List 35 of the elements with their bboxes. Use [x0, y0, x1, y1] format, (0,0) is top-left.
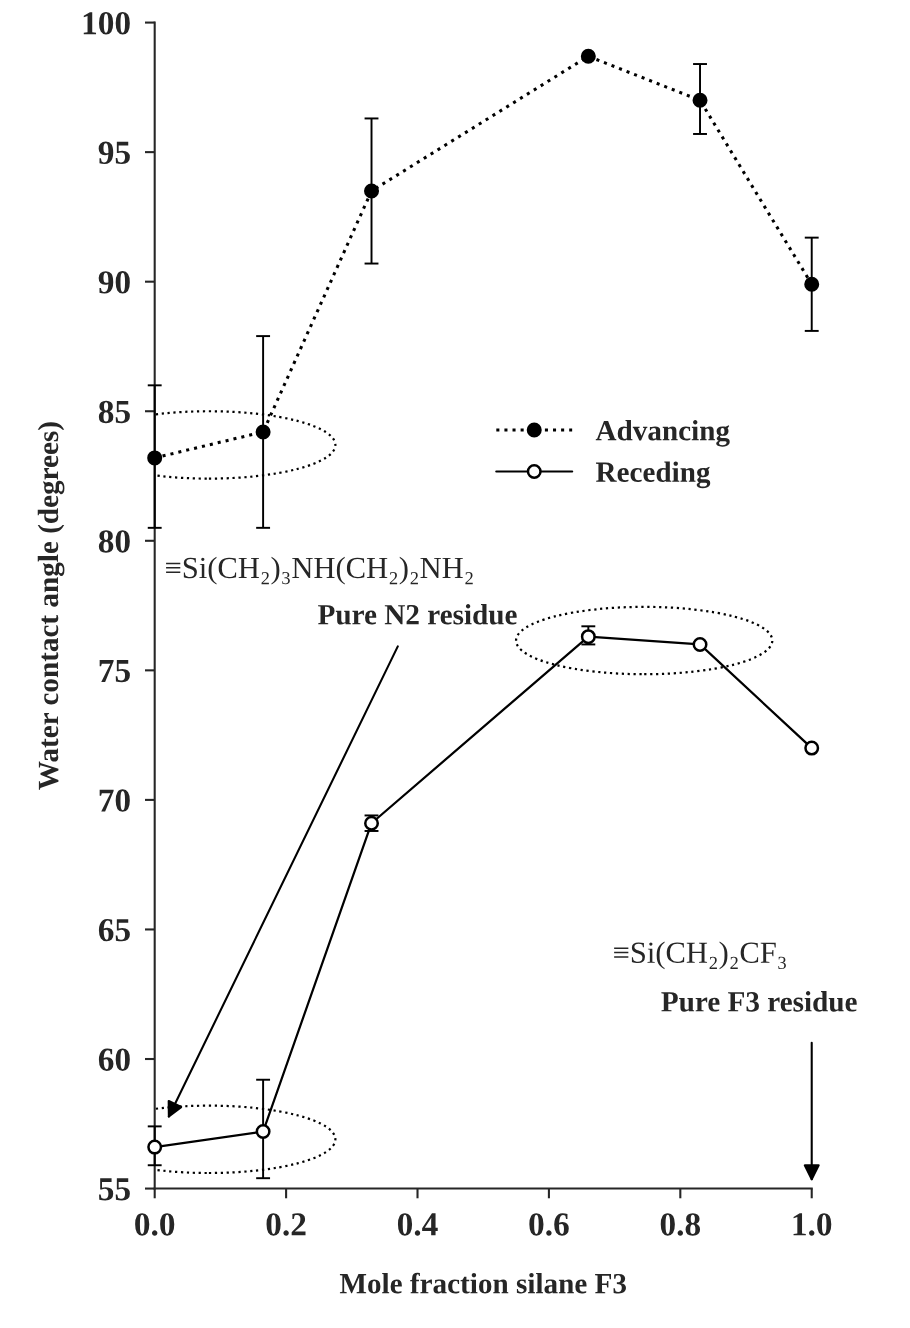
- legend-label: Receding: [595, 461, 711, 489]
- x-tick-label: 0.8: [660, 1213, 701, 1236]
- y-tick-label: 65: [98, 918, 130, 942]
- y-tick-label: 55: [99, 1178, 130, 1201]
- point: [580, 48, 596, 64]
- annotation: Pure N2 residue: [318, 604, 517, 625]
- point: [255, 1124, 271, 1140]
- x-tick-label: 1.0: [793, 1213, 832, 1236]
- y-axis-title: Water contact angle (degrees): [37, 422, 65, 790]
- y-tick-label: 60: [98, 1048, 130, 1071]
- y-tick-label: 95: [98, 141, 130, 165]
- point: [147, 450, 163, 466]
- point: [692, 92, 708, 108]
- y-tick-label: 75: [99, 660, 130, 683]
- x-tick-label: 0.0: [135, 1213, 175, 1236]
- annotation: ≡Si(CH₂)₂CF₃: [614, 941, 786, 970]
- point: [147, 1139, 163, 1155]
- point: [804, 740, 820, 756]
- point: [580, 629, 596, 645]
- y-tick-label: 100: [83, 11, 130, 35]
- y-tick-label: 70: [99, 789, 130, 812]
- point: [692, 636, 708, 652]
- x-tick-label: 0.2: [266, 1213, 306, 1236]
- x-axis-title: Mole fraction silane F3: [339, 1272, 626, 1294]
- annotation: ≡Si(CH₂)₃NH(CH₂)₂NH₂: [166, 556, 473, 585]
- point: [364, 183, 380, 199]
- x-tick-label: 0.4: [397, 1213, 438, 1236]
- annotation: Pure F3 residue: [661, 991, 857, 1012]
- y-tick-label: 80: [98, 530, 130, 553]
- point: [255, 424, 271, 440]
- point: [804, 276, 820, 292]
- legend-label: Advancing: [595, 420, 730, 447]
- x-tick-label: 0.6: [529, 1213, 569, 1236]
- y-tick-label: 90: [98, 271, 130, 294]
- y-tick-label: 85: [98, 400, 130, 424]
